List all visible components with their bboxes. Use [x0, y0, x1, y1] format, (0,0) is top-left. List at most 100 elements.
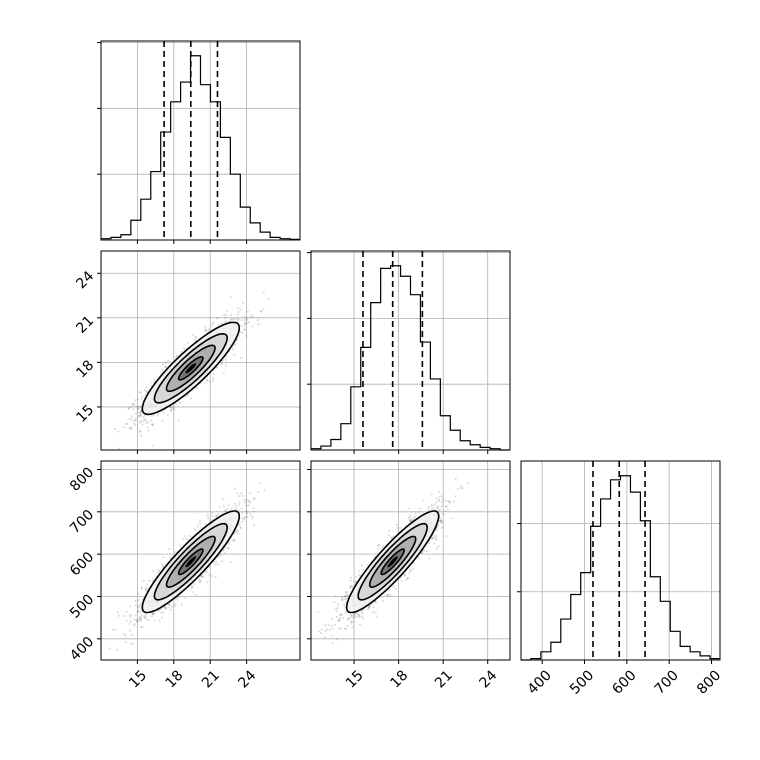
sample-point	[188, 534, 191, 537]
sample-point	[168, 603, 171, 606]
sample-point	[440, 494, 444, 498]
diagonal-panel-p2	[307, 250, 511, 454]
sample-point	[252, 506, 256, 510]
sample-point	[212, 372, 215, 376]
sample-point	[170, 409, 173, 412]
sample-point	[170, 605, 174, 608]
sample-point	[206, 379, 209, 382]
contour-line-2	[165, 535, 216, 589]
sample-point	[159, 608, 162, 611]
sample-point	[141, 423, 144, 426]
sample-point	[262, 291, 265, 294]
sample-point	[212, 377, 215, 380]
sample-point	[152, 612, 155, 616]
sample-point	[164, 607, 167, 611]
sample-point	[339, 627, 343, 630]
sample-point	[195, 336, 198, 339]
sample-point	[356, 613, 359, 616]
sample-point	[143, 616, 147, 619]
sample-point	[130, 427, 133, 430]
sample-point	[360, 610, 363, 613]
sample-point	[147, 421, 150, 424]
sample-point	[206, 513, 209, 517]
sample-point	[139, 405, 142, 408]
sample-point	[162, 611, 165, 614]
panel-p1-p3	[97, 460, 301, 664]
sample-point	[267, 297, 270, 300]
sample-point	[247, 320, 250, 324]
sample-point	[438, 495, 441, 499]
sample-point	[156, 414, 159, 417]
sample-point	[136, 610, 139, 613]
sample-point	[182, 538, 185, 541]
sample-point	[240, 319, 243, 322]
sample-point	[247, 504, 250, 507]
sample-point	[215, 366, 219, 369]
sample-point	[245, 334, 248, 337]
sample-point	[249, 316, 252, 319]
sample-point	[150, 615, 153, 618]
sample-point	[351, 626, 354, 629]
sample-point	[374, 601, 377, 604]
sample-point	[233, 317, 236, 321]
sample-point	[241, 511, 244, 515]
sample-point	[189, 397, 193, 400]
sample-point	[139, 619, 142, 622]
sample-point	[350, 621, 353, 624]
sample-point	[249, 512, 252, 515]
sample-point	[361, 568, 365, 571]
sample-point	[231, 318, 234, 321]
sample-point	[138, 605, 141, 608]
sample-point	[138, 616, 141, 620]
sample-point	[350, 585, 353, 588]
panel-frame	[100, 460, 301, 661]
sample-point	[128, 629, 132, 632]
sample-point	[116, 648, 119, 652]
sample-point	[200, 575, 204, 578]
sample-point	[403, 573, 407, 576]
sample-point	[442, 497, 445, 501]
sample-point	[353, 616, 356, 619]
sample-point	[134, 399, 137, 402]
sample-point	[200, 574, 204, 577]
sample-point	[241, 494, 244, 497]
sample-point	[137, 599, 140, 602]
sample-point	[117, 447, 121, 450]
sample-point	[168, 603, 171, 607]
contour-line-3	[177, 548, 204, 576]
sample-point	[355, 615, 358, 618]
sample-point	[133, 419, 136, 422]
sample-point	[151, 569, 154, 573]
sample-point	[346, 618, 349, 622]
sample-point	[434, 537, 437, 540]
sample-point	[177, 400, 180, 404]
sample-point	[437, 509, 441, 513]
sample-point	[129, 620, 133, 623]
diagonal-panel-p1	[97, 40, 301, 244]
sample-point	[116, 430, 120, 433]
sample-point	[108, 647, 111, 650]
sample-point	[170, 406, 173, 409]
sample-point	[344, 611, 347, 614]
sample-point	[208, 573, 211, 576]
sample-point	[150, 414, 153, 417]
sample-point	[153, 378, 156, 381]
sample-point	[204, 522, 207, 526]
sample-point	[125, 422, 129, 426]
sample-point	[223, 551, 226, 554]
sample-point	[243, 501, 247, 504]
sample-point	[217, 563, 220, 566]
sample-point	[445, 505, 448, 508]
sample-point	[193, 528, 196, 531]
sample-point	[440, 505, 443, 508]
sample-point	[143, 616, 146, 619]
sample-point	[459, 486, 462, 490]
sample-point	[112, 455, 114, 457]
sample-point	[168, 557, 172, 560]
sample-point	[240, 356, 243, 359]
diagonal-panel-p3	[517, 460, 721, 664]
sample-point	[233, 353, 236, 356]
sample-point	[191, 585, 194, 589]
sample-point	[392, 585, 395, 588]
sample-point	[229, 560, 232, 563]
